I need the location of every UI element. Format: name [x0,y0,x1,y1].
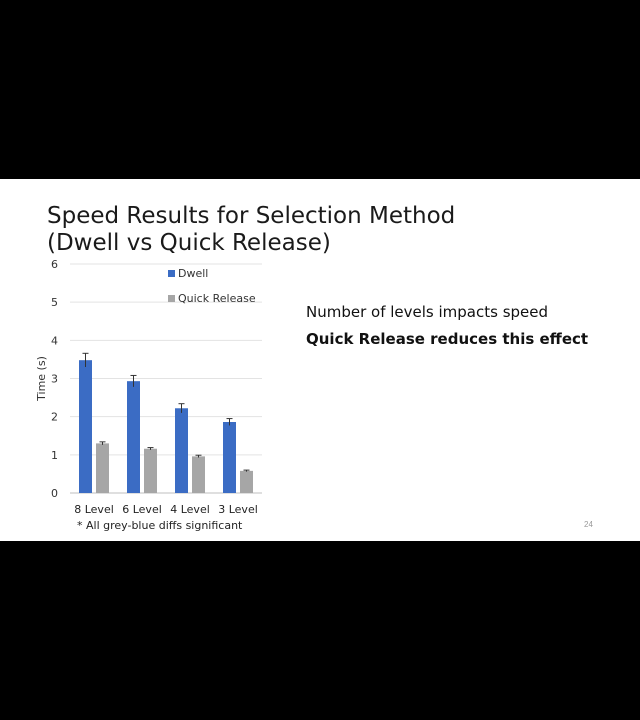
bar-dwell [223,422,236,493]
slide-title: Speed Results for Selection Method (Dwel… [47,203,607,257]
y-tick-label: 5 [51,296,58,309]
legend-swatch-dwell [168,270,175,277]
x-tick-label: 6 Level [122,503,162,516]
x-tick-label: 3 Level [218,503,258,516]
slide: Speed Results for Selection Method (Dwel… [0,179,640,541]
page-number: 24 [584,520,593,529]
bar-quick-release [96,443,109,493]
legend-label-dwell: Dwell [178,267,208,280]
x-tick-label: 8 Level [74,503,114,516]
slide-title-line-2: (Dwell vs Quick Release) [47,230,331,256]
slide-title-line-1: Speed Results for Selection Method [47,203,456,229]
y-axis-label: Time (s) [35,356,48,402]
y-tick-label: 4 [51,334,58,347]
footnote: * All grey-blue diffs significant [77,519,243,532]
y-tick-label: 2 [51,411,58,424]
bullet-quick-release-effect: Quick Release reduces this effect [306,330,589,348]
y-tick-label: 3 [51,373,58,386]
bullet-levels-impact-speed: Number of levels impacts speed [306,303,549,321]
bar-quick-release [144,448,157,493]
y-tick-label: 1 [51,449,58,462]
bar-dwell [175,408,188,493]
x-tick-label: 4 Level [170,503,210,516]
y-tick-label: 6 [51,258,58,271]
bar-dwell [79,360,92,493]
bar-dwell [127,381,140,493]
y-tick-label: 0 [51,487,58,500]
bar-quick-release [192,456,205,493]
legend-label-quick-release: Quick Release [178,292,256,305]
bar-quick-release [240,470,253,493]
legend-swatch-quick-release [168,295,175,302]
bar-chart: 0 1 2 3 4 5 6 Time (s) 8 Level 6 Level 4 Level 3 Le… [35,258,262,516]
